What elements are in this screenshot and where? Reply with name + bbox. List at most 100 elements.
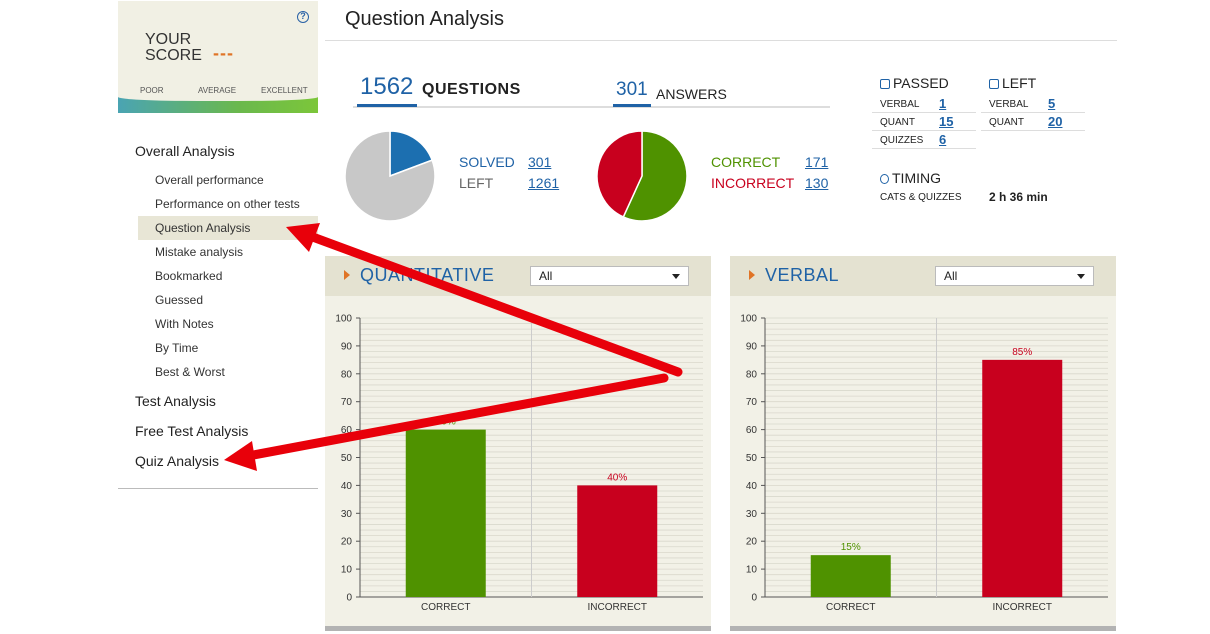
verbal-filter-value: All — [944, 269, 958, 283]
verbal-panel-header: VERBAL All — [730, 256, 1116, 296]
sidebar-group-free-test-analysis[interactable]: Free Test Analysis — [135, 423, 249, 439]
x-tick-label: CORRECT — [826, 602, 875, 613]
sidebar-group-overall-analysis[interactable]: Overall Analysis — [135, 143, 235, 159]
caret-right-icon — [344, 270, 350, 280]
y-tick-label: 30 — [341, 509, 353, 520]
score-box: ? YOUR SCORE --- POOR AVERAGE EXCELLENT — [118, 1, 318, 113]
left-key: VERBAL — [989, 99, 1029, 110]
y-tick-label: 10 — [341, 565, 353, 576]
y-tick-label: 20 — [341, 537, 353, 548]
legend-left-value[interactable]: 1261 — [528, 175, 560, 191]
legend-correct-label: CORRECT — [711, 154, 781, 170]
y-tick-label: 50 — [746, 453, 758, 464]
scale-poor: POOR — [140, 86, 164, 95]
sidebar-item-best-worst[interactable]: Best & Worst — [155, 365, 225, 379]
chevron-down-icon — [672, 274, 680, 279]
passed-heading: PASSED — [880, 75, 949, 91]
y-tick-label: 40 — [746, 481, 758, 492]
y-tick-label: 90 — [341, 341, 353, 352]
legend-correct-value[interactable]: 171 — [805, 154, 829, 170]
left-value[interactable]: 5 — [1048, 96, 1056, 111]
correct-pie-chart — [596, 130, 688, 222]
y-tick-label: 40 — [341, 481, 353, 492]
quantitative-bar-chart: 0 10 20 30 40 50 60 70 80 90 100 60% CORRECT 40% INCOR… — [335, 314, 703, 613]
score-scale: POOR AVERAGE EXCELLENT — [118, 83, 318, 97]
quantitative-panel: QUANTITATIVE All 0 10 20 30 40 50 60 70 80 90 100 6… — [325, 256, 711, 631]
left-title: LEFT — [1002, 75, 1037, 91]
passed-key: VERBAL — [880, 99, 920, 110]
legend-solved-value[interactable]: 301 — [528, 154, 552, 170]
sidebar-item-performance-other-tests[interactable]: Performance on other tests — [155, 197, 300, 211]
question-icon[interactable]: ? — [297, 11, 309, 23]
sidebar-item-mistake-analysis[interactable]: Mistake analysis — [155, 245, 244, 259]
bar-data-label: 40% — [607, 472, 627, 483]
verbal-title: VERBAL — [765, 265, 840, 285]
legend-incorrect-value[interactable]: 130 — [805, 175, 829, 191]
y-tick-label: 0 — [751, 593, 757, 604]
answers-count: 301 — [616, 79, 648, 100]
timing-title: TIMING — [892, 170, 941, 186]
timing-value: 2 h 36 min — [989, 190, 1048, 204]
questions-count: 1562 — [360, 73, 414, 100]
bar-correct — [810, 555, 891, 597]
quantitative-filter-value: All — [539, 269, 553, 283]
scale-excellent: EXCELLENT — [261, 86, 308, 95]
bar-data-label: 15% — [841, 542, 861, 553]
y-tick-label: 60 — [746, 425, 758, 436]
scale-average: AVERAGE — [198, 86, 237, 95]
passed-value[interactable]: 1 — [939, 96, 947, 111]
totals-divider — [353, 106, 830, 108]
stopwatch-icon — [880, 174, 889, 184]
questions-underline — [357, 104, 417, 107]
y-tick-label: 80 — [341, 369, 353, 380]
exit-icon — [989, 79, 999, 89]
y-tick-label: 10 — [746, 565, 758, 576]
sidebar-group-test-analysis[interactable]: Test Analysis — [135, 393, 216, 409]
y-tick-label: 90 — [746, 341, 758, 352]
quantitative-filter-select[interactable]: All — [530, 266, 689, 286]
bar-data-label: 85% — [1012, 347, 1032, 358]
y-tick-label: 30 — [746, 509, 758, 520]
sidebar-item-by-time[interactable]: By Time — [155, 341, 199, 355]
passed-title: PASSED — [893, 75, 949, 91]
answers-underline — [613, 104, 651, 107]
sidebar-item-guessed[interactable]: Guessed — [155, 293, 204, 307]
passed-row-verbal: VERBAL 1 — [872, 95, 976, 113]
timing-heading: TIMING — [880, 170, 941, 186]
legend-incorrect-label: INCORRECT — [711, 175, 795, 191]
timing-key: CATS & QUIZZES — [880, 192, 962, 203]
sidebar-item-overall-performance[interactable]: Overall performance — [155, 173, 264, 187]
y-tick-label: 70 — [341, 397, 353, 408]
passed-key: QUANT — [880, 117, 915, 128]
pie-slice-correct — [622, 130, 688, 222]
passed-key: QUIZZES — [880, 135, 924, 146]
passed-value[interactable]: 6 — [939, 132, 947, 147]
caret-right-icon — [749, 270, 755, 280]
bar-correct — [405, 429, 486, 597]
left-row-quant: QUANT 20 — [981, 113, 1085, 131]
verbal-bar-chart: 0 10 20 30 40 50 60 70 80 90 100 15% CORRECT 85% INCOR… — [740, 314, 1108, 613]
quantitative-panel-header: QUANTITATIVE All — [325, 256, 711, 296]
sidebar-item-bookmarked[interactable]: Bookmarked — [155, 269, 223, 283]
title-divider — [325, 40, 1117, 41]
sidebar-item-with-notes[interactable]: With Notes — [155, 317, 214, 331]
y-tick-label: 50 — [341, 453, 353, 464]
score-label: YOUR SCORE — [145, 32, 215, 64]
pie-slice-solved — [389, 130, 434, 178]
page-title: Question Analysis — [345, 8, 504, 30]
passed-row-quant: QUANT 15 — [872, 113, 976, 131]
y-tick-label: 100 — [740, 314, 757, 325]
solved-pie-chart — [344, 130, 436, 222]
sidebar-item-question-analysis[interactable]: Question Analysis — [155, 221, 251, 235]
left-row-verbal: VERBAL 5 — [981, 95, 1085, 113]
answers-label: ANSWERS — [656, 86, 727, 102]
left-value[interactable]: 20 — [1048, 114, 1063, 129]
bar-incorrect — [577, 485, 658, 597]
questions-label: QUESTIONS — [422, 81, 521, 98]
sidebar-group-quiz-analysis[interactable]: Quiz Analysis — [135, 453, 220, 469]
quantitative-title: QUANTITATIVE — [360, 265, 495, 285]
passed-value[interactable]: 15 — [939, 114, 954, 129]
score-label-line1: YOUR — [145, 31, 192, 48]
y-tick-label: 20 — [746, 537, 758, 548]
verbal-filter-select[interactable]: All — [935, 266, 1094, 286]
